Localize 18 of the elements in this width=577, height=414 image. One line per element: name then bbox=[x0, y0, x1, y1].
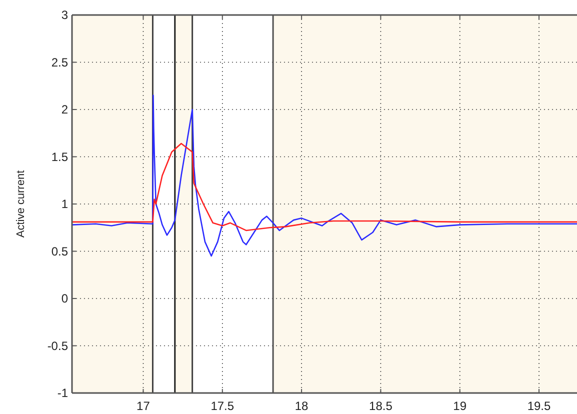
y-tick-label: 3 bbox=[61, 8, 68, 22]
x-tick-label: 17.5 bbox=[210, 399, 234, 413]
x-tick-label: 18 bbox=[294, 399, 309, 413]
y-axis-title: Active current bbox=[15, 170, 27, 238]
y-tick-label: -1 bbox=[57, 386, 68, 400]
x-tick-label: 17 bbox=[136, 399, 150, 413]
y-tick-label: 1.5 bbox=[51, 150, 68, 164]
y-tick-label: 0 bbox=[61, 292, 68, 306]
y-tick-label: 2.5 bbox=[51, 55, 68, 70]
y-tick-label: 1 bbox=[61, 197, 68, 211]
y-tick-label: 2 bbox=[61, 102, 68, 116]
x-tick-label: 19.5 bbox=[527, 399, 552, 413]
x-tick-label: 19 bbox=[453, 399, 467, 413]
y-tick-label: 0.5 bbox=[51, 244, 68, 258]
line-series bbox=[72, 94, 577, 257]
x-tick-label: 18.5 bbox=[369, 399, 393, 413]
line-series bbox=[72, 142, 577, 232]
y-tick-label: -0.5 bbox=[47, 338, 68, 353]
